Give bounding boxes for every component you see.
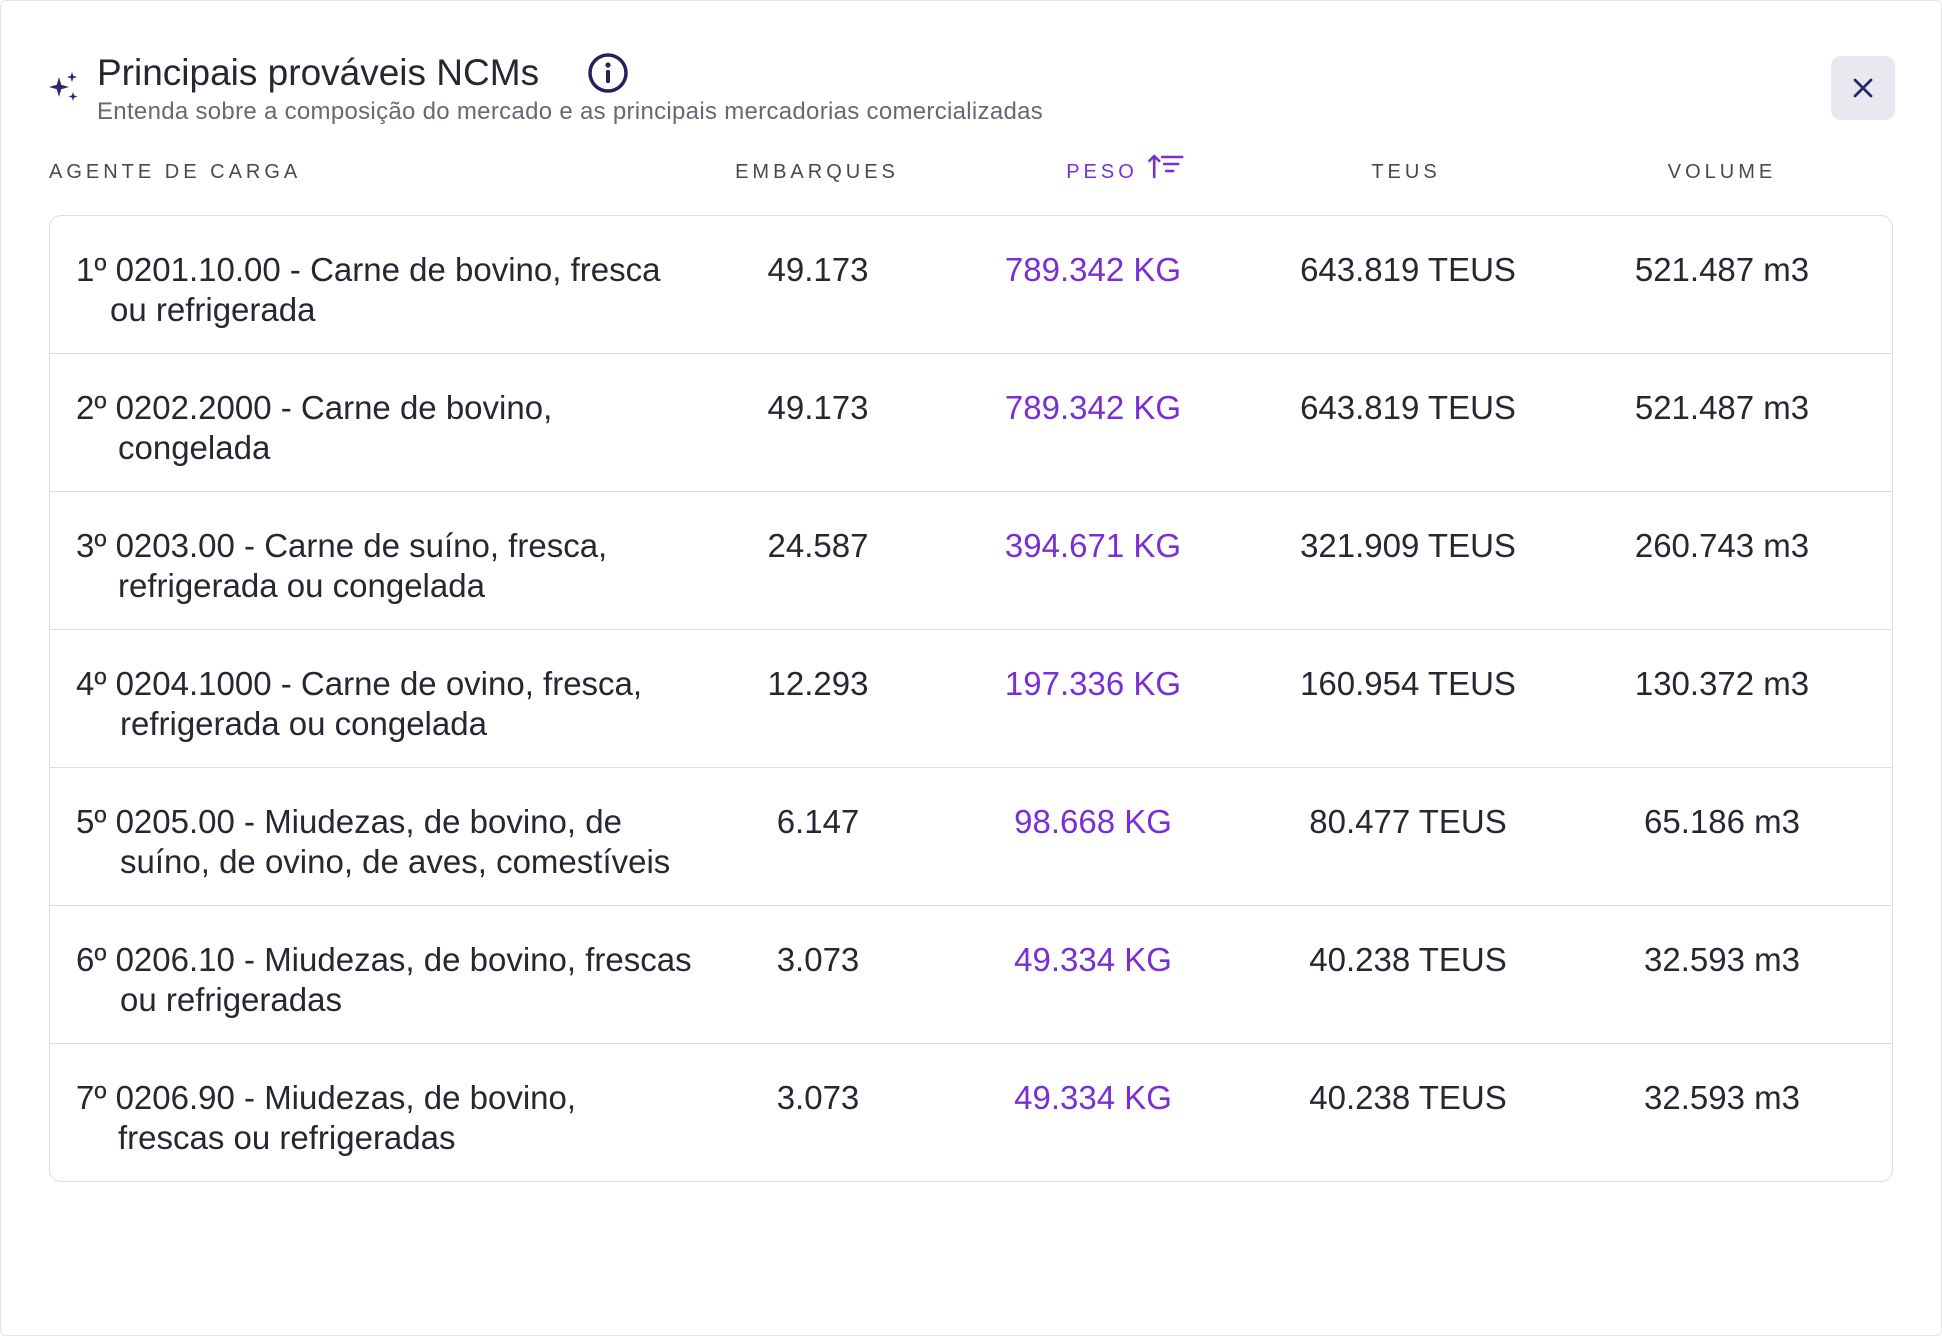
ncm-line1: 0201.10.00 - Carne de bovino, fresca — [115, 251, 661, 288]
embarques-value: 3.073 — [776, 1079, 860, 1116]
ncm-line1: 0206.10 - Miudezas, de bovino, frescas — [115, 941, 692, 978]
volume-value: 32.593 m3 — [1644, 941, 1800, 978]
embarques-value: 24.587 — [767, 527, 869, 564]
teus-value: 321.909 TEUS — [1300, 527, 1516, 564]
ncm-name: 6º 0206.10 - Miudezas, de bovino, fresca… — [76, 940, 796, 1020]
column-header-peso[interactable]: PESO — [1066, 154, 1184, 187]
teus-value: 40.238 TEUS — [1309, 1079, 1507, 1116]
table-row[interactable]: 2º 0202.2000 - Carne de bovino, congelad… — [50, 353, 1892, 491]
table-row[interactable]: 1º 0201.10.00 - Carne de bovino, fresca … — [50, 216, 1892, 353]
column-header-teus[interactable]: TEUS — [1371, 161, 1441, 183]
ncm-line2: ou refrigeradas — [120, 981, 342, 1018]
volume-value: 32.593 m3 — [1644, 1079, 1800, 1116]
ncm-rank: 5º — [76, 803, 107, 840]
ncm-line2: ou refrigerada — [110, 291, 316, 328]
ncm-name: 5º 0205.00 - Miudezas, de bovino, de suí… — [76, 802, 796, 882]
close-icon — [1853, 78, 1873, 98]
embarques-value: 49.173 — [767, 251, 869, 288]
ncm-name: 1º 0201.10.00 - Carne de bovino, fresca … — [76, 250, 796, 330]
ncm-rank: 3º — [76, 527, 107, 564]
volume-value: 521.487 m3 — [1634, 251, 1810, 288]
teus-value: 643.819 TEUS — [1300, 389, 1516, 426]
ncm-line1: 0204.1000 - Carne de ovino, fresca, — [115, 665, 643, 702]
peso-value: 394.671 KG — [1004, 527, 1182, 564]
volume-value: 65.186 m3 — [1644, 803, 1800, 840]
table-row[interactable]: 7º 0206.90 - Miudezas, de bovino, fresca… — [50, 1043, 1892, 1181]
embarques-value: 49.173 — [767, 389, 869, 426]
peso-value: 789.342 KG — [1004, 389, 1182, 426]
column-header-embarques[interactable]: EMBARQUES — [735, 161, 899, 183]
table-header: AGENTE DE CARGA EMBARQUES PESO TEUS VOLU… — [49, 154, 1895, 187]
ncm-line1: 0205.00 - Miudezas, de bovino, de — [115, 803, 622, 840]
ncm-line1: 0202.2000 - Carne de bovino, — [115, 389, 553, 426]
ncm-rank: 2º — [76, 389, 107, 426]
teus-value: 160.954 TEUS — [1300, 665, 1516, 702]
volume-value: 260.743 m3 — [1634, 527, 1810, 564]
peso-value: 98.668 KG — [1014, 803, 1172, 840]
ncm-name: 4º 0204.1000 - Carne de ovino, fresca, r… — [76, 664, 796, 744]
page-subtitle: Entenda sobre a composição do mercado e … — [97, 98, 1044, 125]
volume-value: 521.487 m3 — [1634, 389, 1810, 426]
ncm-rank: 7º — [76, 1079, 107, 1116]
peso-value: 49.334 KG — [1014, 941, 1172, 978]
table-body: 1º 0201.10.00 - Carne de bovino, fresca … — [49, 215, 1893, 1182]
ncm-line1: 0206.90 - Miudezas, de bovino, — [115, 1079, 577, 1116]
ncm-line1: 0203.00 - Carne de suíno, fresca, — [115, 527, 608, 564]
volume-value: 130.372 m3 — [1634, 665, 1810, 702]
teus-value: 643.819 TEUS — [1300, 251, 1516, 288]
embarques-value: 3.073 — [776, 941, 860, 978]
ncm-rank: 6º — [76, 941, 107, 978]
ncm-name: 3º 0203.00 - Carne de suíno, fresca, ref… — [76, 526, 796, 606]
ncm-rank: 1º — [76, 251, 107, 288]
embarques-value: 12.293 — [767, 665, 869, 702]
ncm-line2: suíno, de ovino, de aves, comestíveis — [120, 843, 671, 880]
sort-descending-icon — [1147, 154, 1184, 179]
peso-value: 789.342 KG — [1004, 251, 1182, 288]
ncm-line2: refrigerada ou congelada — [120, 705, 487, 742]
close-button[interactable] — [1831, 56, 1895, 120]
table-row[interactable]: 3º 0203.00 - Carne de suíno, fresca, ref… — [50, 491, 1892, 629]
info-icon[interactable] — [587, 52, 629, 94]
ncm-name: 2º 0202.2000 - Carne de bovino, congelad… — [76, 388, 796, 468]
embarques-value: 6.147 — [776, 803, 860, 840]
column-header-peso-label: PESO — [1066, 161, 1138, 183]
ncm-name: 7º 0206.90 - Miudezas, de bovino, fresca… — [76, 1078, 796, 1158]
ncm-line2: congelada — [118, 429, 271, 466]
teus-value: 40.238 TEUS — [1309, 941, 1507, 978]
column-header-volume[interactable]: VOLUME — [1667, 161, 1777, 183]
ncm-line2: refrigerada ou congelada — [118, 567, 485, 604]
table-row[interactable]: 4º 0204.1000 - Carne de ovino, fresca, r… — [50, 629, 1892, 767]
peso-value: 197.336 KG — [1004, 665, 1182, 702]
table-row[interactable]: 5º 0205.00 - Miudezas, de bovino, de suí… — [50, 767, 1892, 905]
page-title: Principais prováveis NCMs — [97, 52, 540, 93]
peso-value: 49.334 KG — [1014, 1079, 1172, 1116]
table-row[interactable]: 6º 0206.10 - Miudezas, de bovino, fresca… — [50, 905, 1892, 1043]
ncm-line2: frescas ou refrigeradas — [118, 1119, 456, 1156]
sparkle-icon — [49, 72, 78, 101]
ncm-rank: 4º — [76, 665, 107, 702]
teus-value: 80.477 TEUS — [1309, 803, 1507, 840]
column-header-agente[interactable]: AGENTE DE CARGA — [49, 161, 302, 183]
